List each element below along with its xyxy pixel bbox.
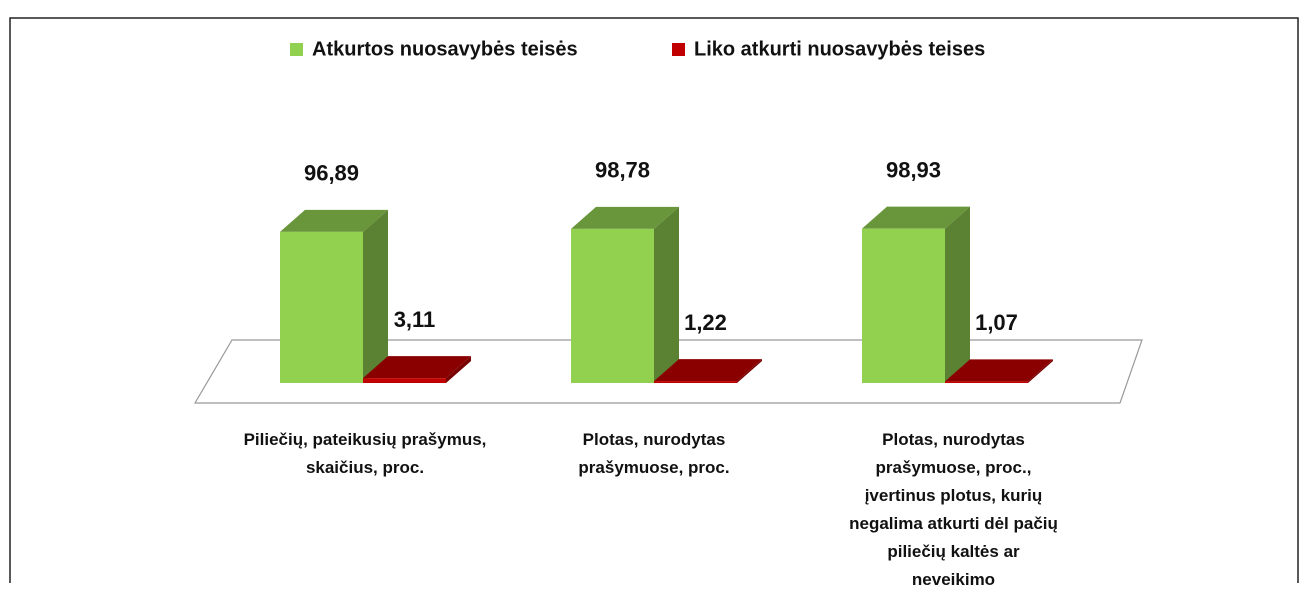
bar-side: [1028, 359, 1053, 383]
legend-label: Atkurtos nuosavybės teisės: [312, 38, 578, 60]
bar-front: [363, 378, 446, 383]
legend-label: Liko atkurti nuosavybės teises: [694, 38, 985, 60]
category-label: Plotas, nurodytas prašymuose, proc.: [578, 430, 730, 477]
value-label: 1,22: [684, 310, 727, 335]
bar-front: [654, 381, 737, 383]
value-label: 98,93: [886, 157, 941, 182]
bar-top: [280, 209, 388, 232]
value-label: 98,78: [595, 158, 650, 183]
value-label: 1,07: [975, 310, 1018, 335]
value-label: 96,89: [304, 161, 359, 186]
bar: [654, 359, 762, 383]
bar-front: [862, 228, 945, 383]
bar-top: [571, 206, 679, 229]
bar-top: [862, 206, 970, 229]
bar-side: [945, 206, 970, 383]
bar-front: [280, 231, 363, 383]
bar: [945, 359, 1053, 383]
value-label: 3,11: [394, 307, 436, 332]
legend-swatch: [290, 43, 303, 56]
bar-side: [446, 356, 471, 383]
category-label: Plotas, nurodytas prašymuose, proc., įve…: [849, 430, 1058, 589]
bar-top: [945, 359, 1053, 382]
bar-front: [571, 228, 654, 383]
bar-top: [654, 359, 762, 382]
bar: [363, 356, 471, 383]
bar: [862, 206, 970, 383]
bar: [280, 209, 388, 383]
bar-front: [945, 381, 1028, 383]
bar-side: [363, 209, 388, 383]
legend-swatch: [672, 43, 685, 56]
bar-side: [737, 359, 762, 383]
bar-top: [363, 356, 471, 379]
category-label: Piliečių, pateikusių prašymus, skaičius,…: [243, 430, 487, 477]
frame: [9, 17, 1299, 594]
bar: [571, 206, 679, 383]
bar-side: [654, 206, 679, 383]
